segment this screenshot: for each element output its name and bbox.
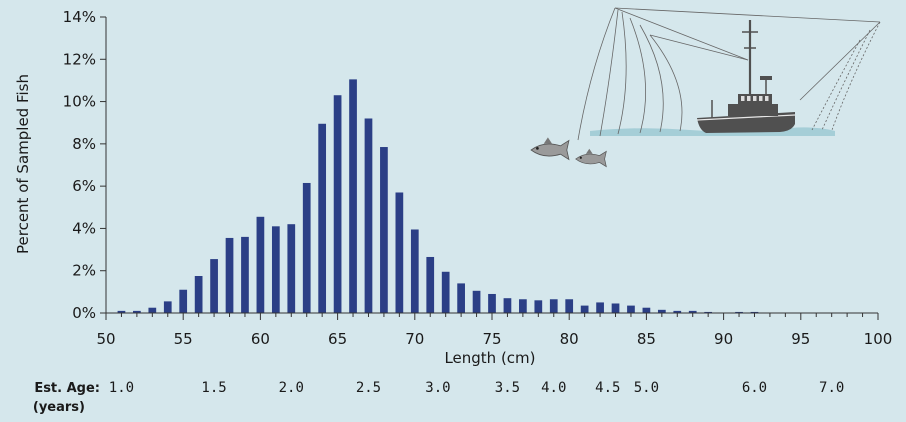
- bar: [225, 237, 234, 313]
- bar: [534, 300, 543, 313]
- boat-cabin: [728, 104, 778, 116]
- cabin-window: [747, 96, 751, 101]
- age-label: 2.0: [279, 380, 304, 396]
- x-axis-title: Length (cm): [444, 349, 535, 367]
- age-label: 4.0: [541, 380, 566, 396]
- bar: [241, 236, 249, 313]
- x-tick-labels: 50 55 60 65 70 75 80 85 90 95 100: [96, 330, 892, 348]
- y-tick-label: 0%: [72, 304, 96, 322]
- bar: [657, 309, 666, 313]
- radar-dish: [760, 76, 772, 80]
- bar: [549, 299, 558, 313]
- y-tick-label: 6%: [72, 177, 96, 195]
- age-label: 4.5: [595, 380, 620, 396]
- x-tick-label: 80: [560, 330, 579, 348]
- bar: [364, 118, 373, 313]
- x-tick-label: 90: [714, 330, 733, 348]
- bar: [580, 305, 589, 313]
- bar: [457, 283, 465, 313]
- age-label: 6.0: [742, 380, 767, 396]
- x-tick-label: 55: [174, 330, 193, 348]
- x-tick-label: 95: [791, 330, 810, 348]
- y-tick-label: 4%: [72, 219, 96, 237]
- x-tick-label: 60: [251, 330, 270, 348]
- x-tick-label: 65: [328, 330, 347, 348]
- age-label: 3.0: [425, 380, 450, 396]
- y-tick-label: 2%: [72, 262, 96, 280]
- y-tick-label: 14%: [63, 8, 96, 26]
- bar: [179, 289, 188, 313]
- boat-hull: [697, 112, 795, 133]
- cabin-window: [753, 96, 757, 101]
- bar: [596, 302, 604, 313]
- bar: [287, 224, 296, 313]
- bar: [673, 310, 682, 313]
- bar: [488, 293, 496, 313]
- x-tick-label: 85: [637, 330, 656, 348]
- age-label: 7.0: [819, 380, 844, 396]
- bar: [210, 259, 218, 313]
- x-tick-label: 70: [405, 330, 424, 348]
- bar: [380, 147, 388, 313]
- cabin-window: [759, 96, 763, 101]
- age-labels: 1.0 1.5 2.0 2.5 3.0 3.5 4.0 4.5 5.0 6.0 7.0: [109, 380, 845, 396]
- bar: [410, 229, 419, 313]
- bar: [426, 256, 435, 313]
- age-label: 1.5: [201, 380, 226, 396]
- y-tick-label: 8%: [72, 135, 96, 153]
- cabin-window: [765, 96, 769, 101]
- bar: [333, 95, 342, 313]
- bar: [349, 79, 357, 313]
- age-label: 3.5: [495, 380, 520, 396]
- bar: [519, 299, 527, 313]
- bar: [611, 303, 620, 313]
- bar: [163, 301, 172, 313]
- fish-icon: [530, 137, 570, 161]
- age-axis-unit: (years): [33, 400, 85, 415]
- bar-series: [117, 79, 759, 314]
- fishing-net: [577, 7, 881, 141]
- y-tick-labels: 0% 2% 4% 6% 8% 10% 12% 14%: [63, 8, 96, 322]
- bar: [133, 310, 141, 313]
- bar: [271, 226, 280, 313]
- x-tick-label: 100: [864, 330, 893, 348]
- bar: [194, 276, 203, 313]
- bar: [642, 307, 651, 313]
- axes: [100, 16, 879, 320]
- y-tick-label: 10%: [63, 93, 96, 111]
- bar: [256, 216, 265, 313]
- x-tick-label: 75: [482, 330, 501, 348]
- bar: [503, 298, 512, 313]
- bar: [688, 310, 697, 313]
- bar: [318, 123, 327, 314]
- fish-icon: [575, 148, 607, 168]
- hull-stripe: [696, 114, 796, 121]
- x-tick-label: 50: [96, 330, 115, 348]
- y-tick-label: 12%: [63, 50, 96, 68]
- age-label: 2.5: [356, 380, 381, 396]
- bar: [117, 310, 126, 313]
- bar: [148, 307, 157, 313]
- age-axis-title: Est. Age:: [34, 381, 100, 396]
- bar: [627, 305, 635, 313]
- bar: [472, 290, 481, 313]
- bar: [441, 271, 450, 313]
- y-axis-title: Percent of Sampled Fish: [14, 74, 32, 254]
- age-label: 5.0: [634, 380, 659, 396]
- bar: [565, 299, 574, 313]
- age-label: 1.0: [109, 380, 134, 396]
- fishing-boat-illustration: [530, 7, 881, 168]
- bar: [395, 192, 404, 313]
- cabin-window: [741, 96, 745, 101]
- bar: [302, 182, 311, 313]
